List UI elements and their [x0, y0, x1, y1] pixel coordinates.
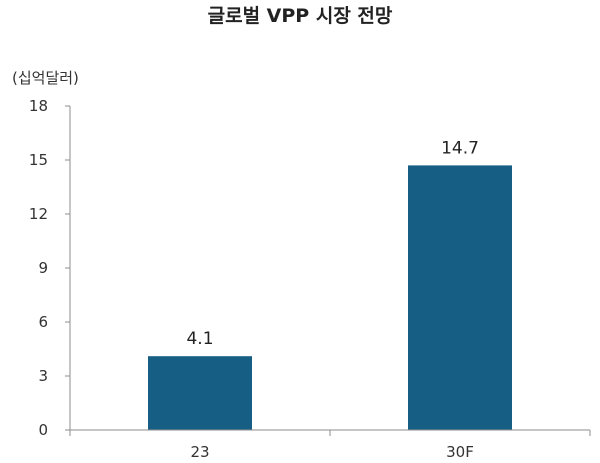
- x-tick-label: 30F: [446, 443, 474, 461]
- y-tick-label: 18: [29, 97, 48, 115]
- data-label: 14.7: [441, 138, 479, 158]
- y-tick-label: 3: [38, 367, 48, 385]
- y-tick-label: 0: [38, 421, 48, 439]
- bar-30F: [408, 165, 512, 430]
- y-axis: 0 3 6 9 12 15 18: [29, 97, 71, 439]
- bar-23: [148, 356, 252, 430]
- x-axis: 23 30F: [69, 429, 591, 461]
- y-tick-label: 6: [38, 313, 48, 331]
- y-tick-label: 15: [29, 151, 48, 169]
- x-tick-label: 23: [190, 443, 209, 461]
- chart-title: 글로벌 VPP 시장 전망: [208, 5, 393, 27]
- y-axis-unit-label: (십억달러): [12, 69, 79, 87]
- y-tick-label: 9: [38, 259, 48, 277]
- data-label: 4.1: [186, 329, 213, 349]
- y-tick-label: 12: [29, 205, 48, 223]
- bars-group: 4.1 14.7: [148, 138, 512, 430]
